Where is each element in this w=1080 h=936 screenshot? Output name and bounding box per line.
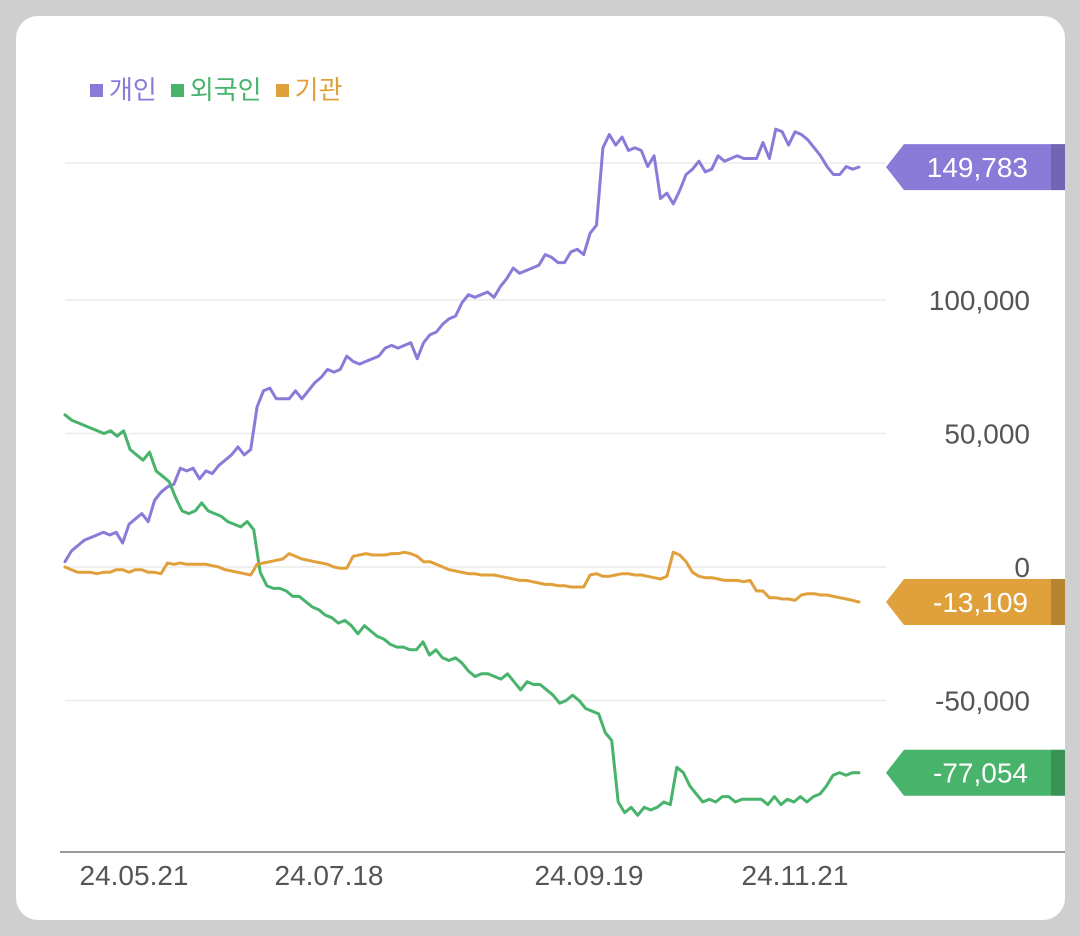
badge-layer: 149,783 -77,054 -13,109 — [886, 144, 1065, 796]
axis-layer: 100,000 50,000 0 -50,000 24.05.21 24.07.18 24.… — [60, 285, 1065, 891]
y-tick-label: -50,000 — [935, 686, 1030, 717]
badge-edge — [1051, 749, 1065, 796]
legend-label-foreign: 외국인 — [189, 75, 262, 105]
legend-item-institution[interactable]: 기관 — [275, 74, 343, 106]
series-layer — [63, 127, 861, 817]
legend-item-foreign[interactable]: 외국인 — [170, 74, 262, 106]
y-tick-label: 100,000 — [929, 285, 1030, 316]
last-value-label-individual: 149,783 — [927, 152, 1028, 183]
series-line-institution — [63, 550, 861, 604]
legend-swatch-individual — [90, 83, 103, 97]
last-value-badge-institution — [886, 579, 1065, 626]
line-chart: 100,000 50,000 0 -50,000 24.05.21 24.07.18 24.… — [60, 127, 1065, 891]
x-tick-label: 24.11.21 — [742, 860, 849, 891]
last-value-label-foreign: -77,054 — [933, 758, 1028, 789]
legend-swatch-institution — [275, 83, 289, 97]
legend-item-individual[interactable]: 개인 — [90, 74, 157, 106]
series-line-foreign — [63, 413, 861, 817]
grid-layer — [65, 162, 886, 702]
series-line-individual — [63, 127, 861, 564]
last-value-badge-individual — [886, 144, 1065, 191]
legend-label-institution: 기관 — [294, 75, 343, 105]
badge-edge — [1051, 144, 1065, 191]
last-value-badge-foreign — [886, 749, 1065, 796]
y-tick-label: 0 — [1014, 552, 1030, 583]
legend-label-individual: 개인 — [109, 75, 157, 105]
x-tick-label: 24.07.18 — [275, 860, 384, 891]
chart-card: 개인 외국인 기관 100,000 50,000 0 -50,000 24.05.21 2… — [16, 16, 1065, 920]
last-value-label-institution: -13,109 — [933, 587, 1028, 618]
badge-edge — [1051, 579, 1065, 626]
y-tick-label: 50,000 — [944, 419, 1030, 450]
legend: 개인 외국인 기관 — [90, 74, 342, 106]
x-tick-label: 24.09.19 — [535, 860, 644, 891]
x-tick-label: 24.05.21 — [80, 860, 189, 891]
legend-swatch-foreign — [170, 83, 184, 97]
